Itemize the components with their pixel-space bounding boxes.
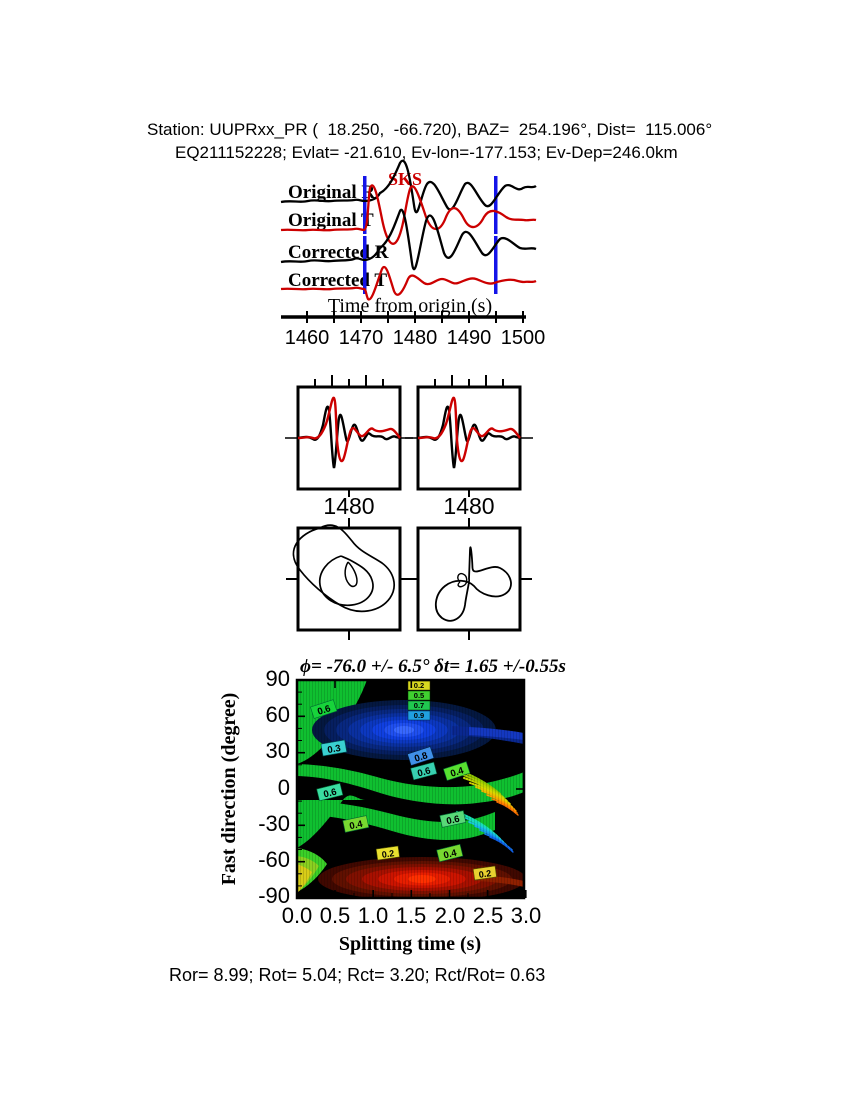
svg-text:2.0: 2.0 <box>435 903 466 928</box>
svg-text:Fast direction (degree): Fast direction (degree) <box>218 693 240 886</box>
svg-text:60: 60 <box>266 702 290 727</box>
svg-text:ϕ= -76.0 +/- 6.5° δt= 1.65 +/: ϕ= -76.0 +/- 6.5° δt= 1.65 +/-0.55s <box>300 656 566 677</box>
svg-text:-60: -60 <box>258 847 290 872</box>
svg-text:0: 0 <box>278 775 290 800</box>
svg-text:2.5: 2.5 <box>473 903 504 928</box>
svg-text:30: 30 <box>266 738 290 763</box>
svg-text:3.0: 3.0 <box>511 903 542 928</box>
svg-text:Splitting time (s): Splitting time (s) <box>339 933 481 955</box>
svg-text:1.0: 1.0 <box>358 903 389 928</box>
svg-text:1.5: 1.5 <box>396 903 427 928</box>
svg-text:0.0: 0.0 <box>282 903 313 928</box>
svg-text:-30: -30 <box>258 811 290 836</box>
svg-text:0.5: 0.5 <box>320 903 351 928</box>
svg-text:90: 90 <box>266 666 290 691</box>
